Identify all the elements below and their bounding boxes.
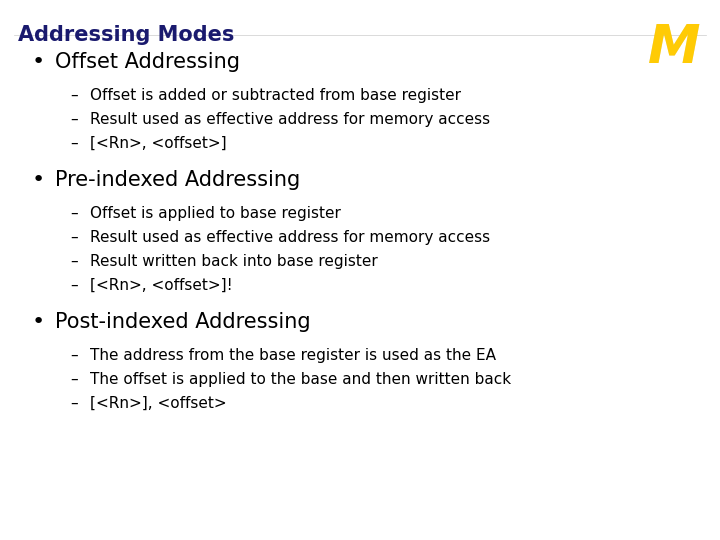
Text: [<Rn>], <offset>: [<Rn>], <offset> (90, 396, 227, 411)
Text: The offset is applied to the base and then written back: The offset is applied to the base and th… (90, 372, 511, 387)
Text: –: – (70, 396, 78, 411)
Text: –: – (70, 348, 78, 363)
Text: –: – (70, 278, 78, 293)
Text: –: – (70, 254, 78, 269)
Text: [<Rn>, <offset>]!: [<Rn>, <offset>]! (90, 278, 233, 293)
Text: •: • (32, 170, 45, 190)
Text: Offset Addressing: Offset Addressing (55, 52, 240, 72)
Text: M: M (647, 22, 700, 74)
Text: Result written back into base register: Result written back into base register (90, 254, 378, 269)
Text: [<Rn>, <offset>]: [<Rn>, <offset>] (90, 136, 227, 151)
Text: Offset is applied to base register: Offset is applied to base register (90, 206, 341, 221)
Text: Offset is added or subtracted from base register: Offset is added or subtracted from base … (90, 88, 461, 103)
Text: –: – (70, 112, 78, 127)
Text: Result used as effective address for memory access: Result used as effective address for mem… (90, 112, 490, 127)
Text: •: • (32, 312, 45, 332)
Text: –: – (70, 206, 78, 221)
Text: –: – (70, 230, 78, 245)
Text: –: – (70, 88, 78, 103)
Text: •: • (32, 52, 45, 72)
Text: Pre-indexed Addressing: Pre-indexed Addressing (55, 170, 300, 190)
Text: –: – (70, 372, 78, 387)
Text: Addressing Modes: Addressing Modes (18, 25, 235, 45)
Text: –: – (70, 136, 78, 151)
Text: M: M (647, 22, 700, 74)
Text: Post-indexed Addressing: Post-indexed Addressing (55, 312, 310, 332)
Text: Result used as effective address for memory access: Result used as effective address for mem… (90, 230, 490, 245)
Text: The address from the base register is used as the EA: The address from the base register is us… (90, 348, 496, 363)
